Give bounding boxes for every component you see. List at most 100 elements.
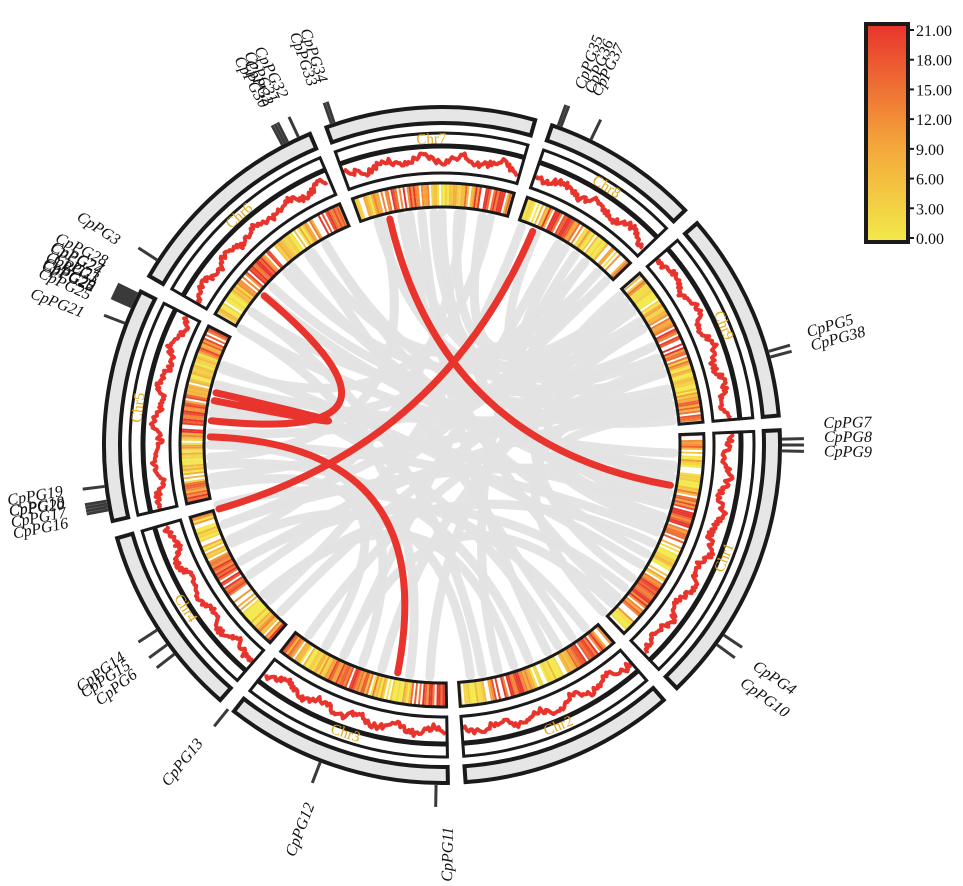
heat-cell	[466, 681, 471, 706]
heat-cell	[249, 606, 269, 625]
heat-cell	[309, 650, 323, 672]
heat-cell	[477, 680, 484, 705]
heat-cell	[243, 600, 264, 619]
heat-cell	[379, 189, 388, 214]
heat-cell	[556, 652, 571, 675]
heat-cell	[678, 473, 703, 479]
heat-cell	[282, 235, 299, 257]
heat-cell	[482, 186, 489, 211]
heat-cell	[551, 655, 565, 678]
heat-cell	[183, 401, 208, 408]
heat-cell	[658, 335, 681, 347]
heat-cell	[654, 550, 677, 563]
heat-cell	[409, 681, 415, 706]
gene-label: CpPG8	[824, 429, 872, 446]
heat-cell	[672, 381, 697, 390]
heat-cell	[672, 501, 697, 510]
heat-cell	[660, 538, 683, 550]
heat-cell	[181, 418, 206, 423]
heat-cell	[436, 183, 440, 208]
line-track-background	[630, 432, 740, 660]
heat-cell	[609, 612, 629, 631]
gene-tick	[287, 116, 300, 138]
heat-cell	[434, 183, 438, 208]
heat-cell	[392, 187, 399, 212]
heat-cell	[199, 344, 223, 356]
heat-cell	[543, 659, 556, 682]
heat-cell	[180, 463, 205, 468]
heat-cell	[677, 405, 702, 412]
heat-cell	[564, 647, 580, 670]
heat-cell	[548, 656, 562, 680]
heat-cell	[666, 357, 690, 368]
heat-cell	[227, 581, 249, 598]
heat-cell	[288, 637, 304, 659]
ideogram-chr3	[231, 695, 450, 785]
heat-cell	[641, 573, 663, 588]
gene-tick	[273, 123, 287, 145]
gene-label: CpPG13	[158, 735, 206, 789]
heat-cell	[283, 634, 300, 655]
heat-cell	[195, 525, 219, 536]
heat-cell	[180, 456, 205, 460]
legend-tick-label: 18.00	[916, 53, 952, 70]
heat-cell	[258, 614, 277, 633]
gene-label: CpPG11	[439, 827, 457, 882]
heat-cell	[629, 590, 650, 607]
heat-cell	[558, 216, 573, 239]
heat-cell	[331, 206, 344, 230]
heat-cell	[444, 183, 448, 208]
heat-cell	[674, 494, 699, 502]
heat-cell	[481, 679, 488, 704]
heat-cell	[454, 183, 458, 208]
heat-cell	[371, 674, 380, 698]
heat-cell	[558, 651, 573, 674]
heat-cell	[417, 681, 422, 707]
heat-cell	[677, 403, 702, 410]
heat-cell	[180, 420, 206, 425]
heat-cell	[643, 306, 666, 321]
heat-cell	[632, 287, 653, 304]
heat-cell	[450, 183, 454, 208]
heat-cell	[438, 682, 441, 707]
separator-ring	[648, 429, 756, 672]
line-track-frame	[142, 307, 202, 514]
heat-cell	[490, 677, 498, 702]
heat-cell	[347, 667, 359, 691]
heat-cell	[216, 565, 238, 580]
gray-link	[469, 212, 611, 354]
line-track-frame	[459, 648, 640, 744]
line-track-background	[647, 249, 739, 422]
heat-cell	[586, 632, 603, 654]
heat-cell	[508, 672, 518, 697]
heat-cell	[344, 665, 355, 689]
red-link	[215, 227, 537, 513]
heat-cell	[568, 645, 583, 668]
heat-cell	[636, 581, 658, 597]
heat-cell	[185, 391, 209, 399]
gray-link	[549, 408, 677, 529]
heat-cell	[513, 671, 524, 695]
heat-cell	[679, 445, 704, 448]
heat-cell	[305, 648, 320, 670]
legend-tick-label: 0.00	[916, 231, 944, 248]
line-track-frame	[528, 161, 659, 259]
heat-cell	[289, 231, 305, 252]
heat-cell	[182, 405, 207, 412]
heat-cell	[555, 214, 569, 237]
heat-cell	[628, 591, 649, 608]
heat-cell	[505, 674, 514, 698]
heat-cell	[440, 682, 443, 707]
heat-cell	[474, 185, 481, 210]
heat-cell	[566, 646, 581, 669]
heat-cell	[652, 322, 675, 336]
heat-cell	[180, 459, 205, 464]
heat-cell	[669, 513, 693, 523]
heat-cell	[260, 617, 279, 636]
heat-cell	[423, 682, 428, 707]
heat-cell	[182, 409, 207, 415]
heat-cell	[661, 342, 684, 354]
heat-cell	[496, 190, 505, 214]
gene-tick	[310, 761, 322, 784]
heat-cell	[673, 499, 698, 508]
